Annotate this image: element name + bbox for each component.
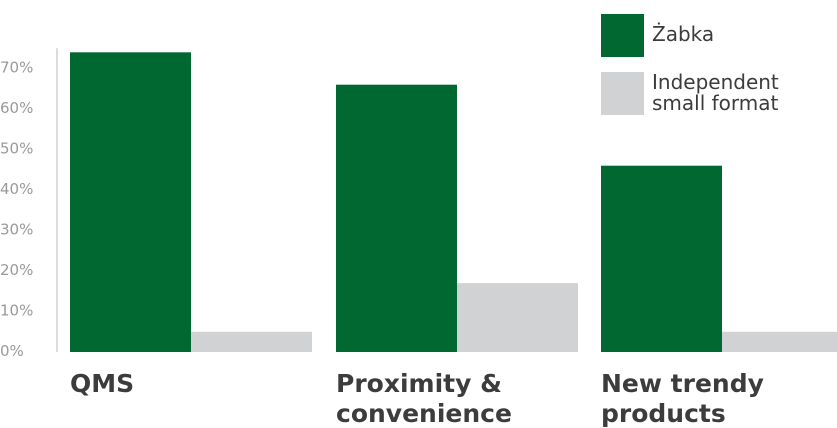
y-axis: 0% 10% 20% 30% 40% 50% 60% 70% [0, 48, 58, 360]
bar-independent [722, 331, 837, 352]
y-tick-label: 0% [0, 342, 24, 360]
bar-zabka [336, 84, 457, 352]
category-label: New trendy products [601, 369, 764, 428]
legend-swatch [601, 14, 644, 57]
category-label: Proximity & convenience [336, 369, 512, 428]
y-tick-label: 50% [0, 140, 33, 158]
legend-swatch [601, 72, 644, 115]
legend-label: Żabka [652, 22, 714, 46]
y-tick-label: 70% [0, 59, 33, 77]
bar-independent [457, 283, 578, 352]
y-tick-label: 10% [0, 302, 33, 320]
category-labels: QMS Proximity & convenience New trendy produ… [70, 369, 764, 428]
bar-zabka [70, 52, 191, 353]
legend: Żabka Independent small format [601, 14, 779, 115]
bars [70, 52, 837, 353]
y-tick-label: 60% [0, 99, 33, 117]
bar-zabka [601, 165, 722, 352]
category-label: QMS [70, 369, 134, 398]
bar-independent [191, 331, 312, 352]
y-tick-label: 40% [0, 180, 33, 198]
y-tick-label: 20% [0, 261, 33, 279]
legend-label: Independent small format [652, 70, 779, 115]
y-tick-label: 30% [0, 221, 33, 239]
